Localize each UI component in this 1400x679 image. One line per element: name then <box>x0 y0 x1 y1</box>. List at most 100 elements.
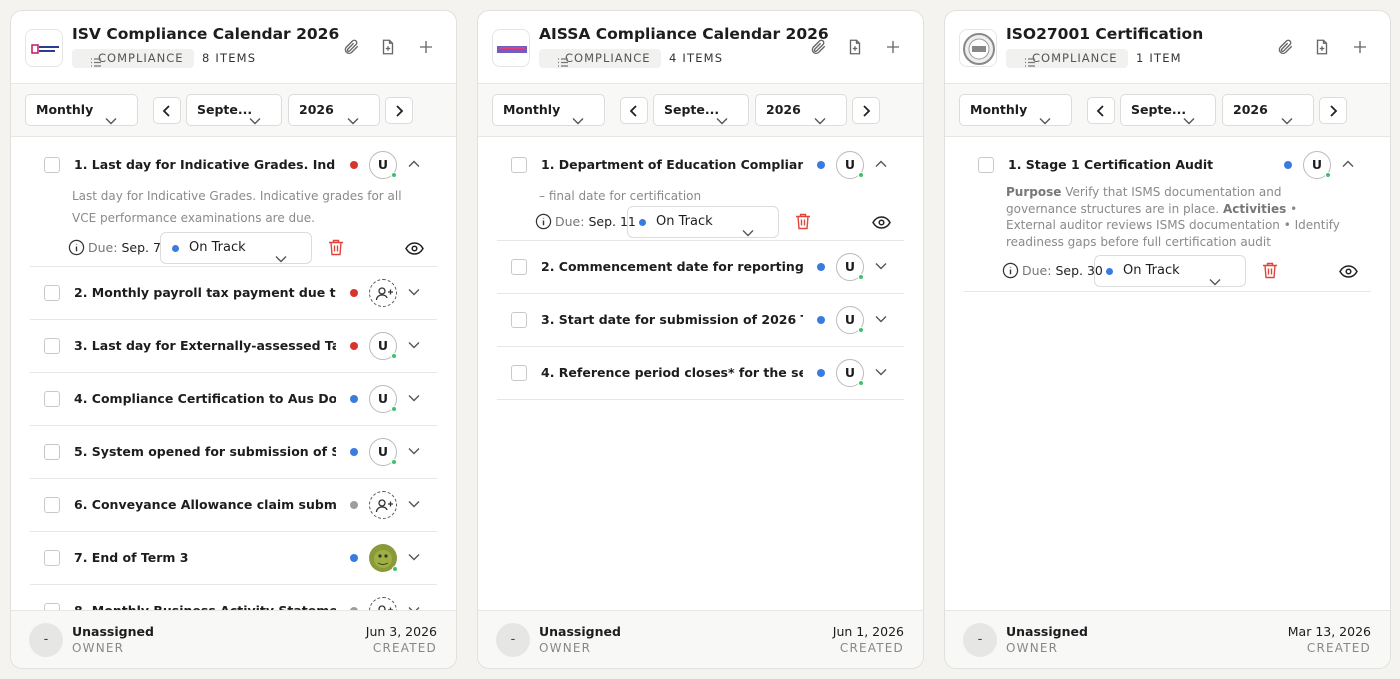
expand-toggle[interactable] <box>408 288 420 296</box>
view-button[interactable] <box>1339 265 1358 278</box>
add-file-button[interactable] <box>846 38 864 60</box>
avatar[interactable]: U <box>836 151 864 179</box>
assign-button-shape <box>378 605 386 612</box>
checkbox[interactable] <box>44 603 60 612</box>
card: ISO27001 Certification COMPLIANCE 1 ITEM Mo… <box>944 10 1391 669</box>
expand-toggle[interactable] <box>408 447 420 455</box>
tag-icon-shape <box>558 58 568 67</box>
delete-button[interactable] <box>1262 262 1278 279</box>
view-button-shape <box>1345 268 1352 275</box>
avatar[interactable]: U <box>1303 151 1331 179</box>
expand-toggle[interactable] <box>408 500 420 508</box>
tag-icon-shape <box>91 58 101 67</box>
next-button-shape <box>396 105 404 117</box>
item-title[interactable]: 4. Compliance Certification to Aus DoE c… <box>74 391 336 406</box>
status-select[interactable]: On Track <box>627 206 779 238</box>
prev-button[interactable] <box>1087 97 1115 124</box>
avatar[interactable]: U <box>836 359 864 387</box>
item-description: Purpose Verify that ISMS documentation a… <box>1006 184 1346 250</box>
prev-button[interactable] <box>620 97 648 124</box>
avatar[interactable]: U <box>836 253 864 281</box>
expand-toggle[interactable] <box>875 262 887 270</box>
expand-toggle[interactable] <box>875 160 887 168</box>
chevron-shape <box>1281 118 1293 125</box>
prev-button[interactable] <box>153 97 181 124</box>
checkbox[interactable] <box>44 550 60 566</box>
item-title[interactable]: 5. System opened for submission of Semes… <box>74 444 336 459</box>
dropdown[interactable]: Septe... <box>653 94 749 126</box>
dropdown[interactable]: Septe... <box>1120 94 1216 126</box>
avatar[interactable]: U <box>369 332 397 360</box>
item-count: 1 ITEM <box>1136 51 1182 65</box>
checkbox[interactable] <box>44 338 60 354</box>
item-title[interactable]: 2. Monthly payroll tax payment due to th… <box>74 285 336 300</box>
dropdown[interactable]: Monthly <box>492 94 605 126</box>
add-button[interactable] <box>417 38 435 60</box>
next-button[interactable] <box>385 97 413 124</box>
dropdown[interactable]: 2026 <box>288 94 380 126</box>
checkbox[interactable] <box>511 365 527 381</box>
add-file-button-shape <box>849 39 861 55</box>
checkbox[interactable] <box>44 497 60 513</box>
checkbox[interactable] <box>511 312 527 328</box>
add-button[interactable] <box>1351 38 1369 60</box>
attach-button[interactable] <box>809 38 827 60</box>
item-title[interactable]: 3. Last day for Externally-assessed Task… <box>74 338 336 353</box>
add-file-button[interactable] <box>1313 38 1331 60</box>
online-indicator <box>391 459 397 465</box>
expand-toggle[interactable] <box>875 315 887 323</box>
delete-button[interactable] <box>795 213 811 230</box>
add-file-button[interactable] <box>379 38 397 60</box>
item-title[interactable]: 1. Last day for Indicative Grades. Indic… <box>74 157 336 172</box>
item-title[interactable]: 2. Commencement date for reporting Term … <box>541 259 803 274</box>
attach-button[interactable] <box>342 38 360 60</box>
expand-toggle[interactable] <box>408 394 420 402</box>
view-button[interactable] <box>405 242 424 255</box>
dropdown[interactable]: Monthly <box>25 94 138 126</box>
item-title[interactable]: 8. Monthly Business Activity Statement (… <box>74 603 336 612</box>
view-button[interactable] <box>872 216 891 229</box>
status-indicator <box>639 219 646 226</box>
avatar[interactable]: U <box>836 306 864 334</box>
dropdown[interactable]: Septe... <box>186 94 282 126</box>
checkbox[interactable] <box>44 444 60 460</box>
expand-toggle[interactable] <box>1342 160 1354 168</box>
filter-bar: Monthly Septe... 2026 <box>478 83 923 137</box>
dropdown[interactable]: 2026 <box>755 94 847 126</box>
avatar[interactable]: U <box>369 151 397 179</box>
expand-toggle[interactable] <box>408 606 420 612</box>
checkbox[interactable] <box>511 157 527 173</box>
item-title[interactable]: 3. Start date for submission of 2026 Ter… <box>541 312 803 327</box>
add-button[interactable] <box>884 38 902 60</box>
status-select[interactable]: On Track <box>1094 255 1246 287</box>
filter-bar: Monthly Septe... 2026 <box>11 83 456 137</box>
checkbox[interactable] <box>44 391 60 407</box>
checkbox[interactable] <box>511 259 527 275</box>
avatar-photo[interactable] <box>369 544 398 572</box>
expand-toggle[interactable] <box>408 553 420 561</box>
assign-button[interactable] <box>369 491 397 519</box>
dropdown[interactable]: 2026 <box>1222 94 1314 126</box>
avatar[interactable]: U <box>369 385 397 413</box>
item-title[interactable]: 4. Reference period closes* for the seco… <box>541 365 803 380</box>
expand-toggle[interactable] <box>408 341 420 349</box>
item-title[interactable]: 1. Department of Education Compliance Ce… <box>541 157 803 172</box>
attach-button[interactable] <box>1276 38 1294 60</box>
view-button-shape <box>405 242 424 255</box>
delete-button[interactable] <box>328 239 344 256</box>
item-title[interactable]: 7. End of Term 3 <box>74 550 189 565</box>
expand-toggle[interactable] <box>875 368 887 376</box>
checkbox[interactable] <box>44 285 60 301</box>
dropdown[interactable]: Monthly <box>959 94 1072 126</box>
item-title[interactable]: 6. Conveyance Allowance claim submission… <box>74 497 336 512</box>
checkbox[interactable] <box>44 157 60 173</box>
assign-button[interactable] <box>369 279 397 307</box>
expand-toggle[interactable] <box>408 160 420 168</box>
add-button-shape <box>420 41 432 53</box>
checkbox[interactable] <box>978 157 994 173</box>
next-button[interactable] <box>852 97 880 124</box>
next-button[interactable] <box>1319 97 1347 124</box>
item-title[interactable]: 1. Stage 1 Certification Audit <box>1008 157 1214 172</box>
status-select[interactable]: On Track <box>160 232 312 264</box>
avatar[interactable]: U <box>369 438 397 466</box>
